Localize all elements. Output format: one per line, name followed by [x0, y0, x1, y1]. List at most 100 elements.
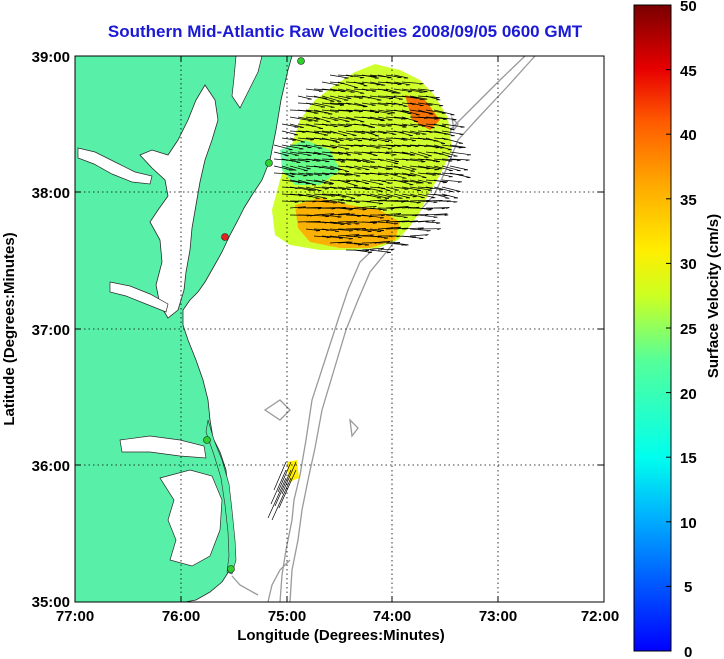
velocity-arrow — [401, 227, 424, 230]
colorbar-tick-label: 50 — [680, 0, 697, 15]
velocity-arrow — [361, 144, 381, 149]
velocity-arrow-head — [457, 181, 462, 183]
velocity-arrow — [313, 95, 335, 102]
velocity-arrow — [271, 477, 292, 521]
velocity-arrow — [329, 186, 347, 190]
station-hatteras[interactable] — [227, 565, 235, 573]
velocity-arrow-head — [394, 223, 399, 225]
velocity-arrow-head — [416, 202, 421, 204]
velocity-arrow — [361, 200, 383, 204]
velocity-arrow — [321, 206, 346, 209]
velocity-arrow — [361, 123, 375, 128]
velocity-arrow — [441, 186, 461, 192]
velocity-arrow — [313, 165, 335, 170]
velocity-arrow-head — [291, 173, 296, 176]
velocity-arrow — [353, 158, 371, 163]
velocity-arrow — [393, 186, 409, 190]
velocity-arrow-head — [414, 214, 419, 217]
velocity-arrow — [361, 165, 378, 169]
velocity-arrow — [321, 235, 343, 239]
velocity-arrow — [329, 74, 349, 79]
velocity-arrow — [385, 206, 409, 209]
velocity-arrow — [345, 193, 362, 197]
velocity-arrow — [417, 193, 436, 199]
velocity-arrow — [417, 109, 434, 115]
velocity-arrow — [321, 123, 338, 127]
velocity-arrow — [441, 123, 465, 128]
velocity-arrow — [393, 88, 413, 93]
velocity-arrow — [345, 186, 369, 190]
station-delmarva[interactable] — [221, 233, 229, 241]
velocity-arrow — [345, 151, 363, 155]
velocity-arrow — [433, 151, 452, 158]
velocity-arrow — [353, 242, 369, 246]
velocity-arrow-head — [325, 174, 330, 176]
velocity-arrow-head — [401, 244, 406, 246]
velocity-arrow — [393, 172, 413, 176]
velocity-arrow — [277, 461, 292, 493]
velocity-arrow — [361, 158, 376, 163]
velocity-arrow — [281, 137, 297, 141]
velocity-arrow — [297, 95, 312, 100]
velocity-arrow — [289, 179, 310, 185]
velocity-arrow-head — [357, 160, 361, 163]
velocity-arrow — [329, 102, 345, 105]
velocity-arrow-head — [358, 244, 363, 246]
velocity-arrow-head — [340, 223, 345, 226]
velocity-arrow — [409, 130, 427, 135]
velocity-arrow-head — [331, 208, 336, 210]
velocity-arrow — [433, 109, 455, 116]
velocity-arrow — [409, 213, 429, 216]
x-axis-label: Longitude (Degrees:Minutes) — [237, 627, 445, 644]
velocity-arrow-head — [435, 147, 440, 149]
velocity-arrow — [377, 165, 390, 170]
velocity-arrow — [321, 116, 339, 121]
velocity-arrow — [313, 179, 333, 185]
velocity-arrow-head — [340, 103, 345, 106]
map-title: Southern Mid-Atlantic Raw Velocities 200… — [107, 22, 583, 41]
velocity-arrow — [369, 144, 392, 150]
velocity-arrow — [409, 88, 428, 92]
velocity-arrow-head — [359, 97, 364, 99]
velocity-arrow — [337, 158, 361, 162]
colorbar-tick-label: 20 — [680, 386, 697, 403]
velocity-arrow — [433, 130, 455, 137]
velocity-arrow-head — [302, 131, 306, 134]
velocity-arrow — [385, 220, 410, 223]
velocity-arrow — [369, 199, 388, 202]
velocity-arrow-head — [387, 240, 391, 243]
velocity-arrow — [377, 109, 396, 114]
velocity-arrow-head — [436, 222, 441, 224]
velocity-arrow — [369, 207, 387, 211]
velocity-arrow-head — [341, 159, 346, 162]
velocity-arrow — [425, 165, 442, 170]
velocity-arrow — [281, 151, 299, 156]
velocity-arrow — [369, 137, 390, 142]
velocity-arrow — [377, 179, 392, 184]
velocity-arrow-head — [419, 83, 424, 85]
velocity-arrow — [281, 123, 299, 128]
velocity-arrow — [345, 227, 366, 230]
delaware-bay — [231, 56, 263, 109]
velocity-arrow — [393, 81, 411, 86]
station-north[interactable] — [297, 57, 305, 65]
velocity-arrow-head — [397, 145, 402, 147]
velocity-arrow — [441, 200, 458, 203]
velocity-arrow — [289, 206, 306, 209]
station-duck[interactable] — [203, 436, 211, 444]
velocity-arrow — [425, 221, 441, 224]
velocity-arrow-head — [365, 173, 370, 175]
velocity-arrow — [393, 193, 411, 199]
station-cape-henlopen[interactable] — [265, 159, 273, 167]
velocity-arrow — [297, 220, 321, 223]
velocity-arrow — [321, 165, 343, 171]
velocity-arrow — [393, 102, 408, 107]
velocity-arrow — [297, 102, 314, 105]
velocity-arrow — [297, 179, 317, 186]
velocity-arrow — [353, 234, 374, 237]
velocity-arrow — [321, 151, 343, 155]
velocity-arrow — [289, 186, 312, 191]
y-tick-labels: 39:00 38:00 37:00 36:00 35:00 — [32, 49, 70, 611]
velocity-arrow — [337, 213, 355, 216]
velocity-arrow-head — [356, 201, 361, 204]
